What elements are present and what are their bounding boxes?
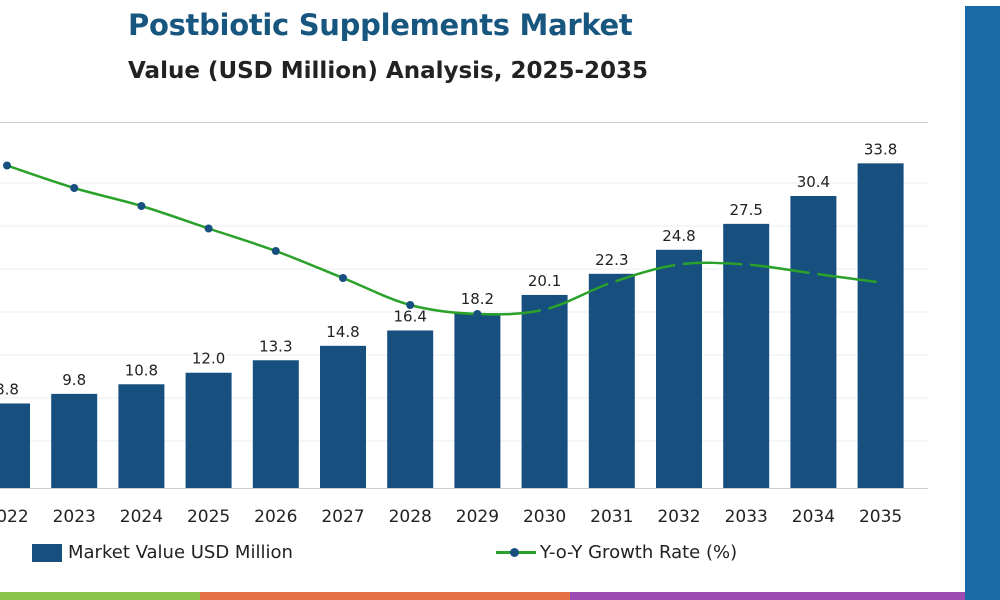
- footer-stripe-green: [0, 592, 200, 600]
- side-panel: [965, 6, 1000, 600]
- x-tick-label: 2024: [120, 507, 163, 527]
- bar-value-label: 10.8: [125, 361, 158, 379]
- legend-bar-swatch: [32, 543, 62, 562]
- growth-line-series: [3, 161, 885, 318]
- x-tick-label: 2027: [321, 507, 364, 527]
- bar-2030: [521, 294, 568, 488]
- bar-value-label: 33.8: [864, 140, 897, 158]
- growth-line: [6, 164, 881, 316]
- plot-top-border: [0, 122, 928, 123]
- bar-2032: [656, 249, 702, 488]
- bar-value-label: 22.3: [595, 251, 628, 269]
- bar-2035: [857, 163, 904, 488]
- bar-value-label: 9.8: [62, 371, 86, 389]
- chart-subtitle: Value (USD Million) Analysis, 2025-2035: [128, 58, 649, 84]
- bar-2028: [387, 330, 434, 488]
- bar-2031: [588, 273, 635, 488]
- chart-svg: 8.8 9.8 10.8 12.0 13.3 14.8 16.4 18.2 20.1 22.3 24…: [0, 140, 928, 527]
- growth-point-2027: [339, 274, 347, 282]
- bar-value-label: 27.5: [729, 201, 762, 219]
- growth-point-2033: [742, 260, 751, 269]
- x-tick-label: 2022: [0, 507, 29, 527]
- legend-bar-entry: Market Value USD Million: [32, 542, 293, 563]
- bar-2027: [320, 345, 366, 488]
- bar-2025: [185, 372, 232, 488]
- bar-value-label: 14.8: [326, 323, 359, 341]
- x-tick-label: 2026: [254, 507, 297, 527]
- x-axis-line: [0, 488, 928, 489]
- bar-2026: [252, 360, 299, 488]
- x-tick-label: 2033: [725, 507, 768, 527]
- bar-2034: [790, 196, 837, 488]
- x-tick-label: 2023: [53, 507, 96, 527]
- bar-value-labels: 8.8 9.8 10.8 12.0 13.3 14.8 16.4 18.2 20.1 22.3 24…: [0, 140, 897, 398]
- bar-value-label: 18.2: [461, 290, 494, 308]
- legend-line-label: Y-o-Y Growth Rate (%): [540, 542, 738, 563]
- chart-title: Postbiotic Supplements Market: [128, 8, 633, 42]
- legend-bar-label: Market Value USD Million: [68, 542, 293, 563]
- growth-point-2026: [271, 247, 280, 255]
- bar-value-label: 30.4: [797, 173, 830, 191]
- bar-value-label: 13.3: [259, 337, 292, 355]
- bar-value-label: 24.8: [662, 227, 695, 245]
- x-tick-label: 2034: [792, 507, 835, 527]
- footer-stripe-orange: [200, 592, 570, 600]
- bar-value-label: 12.0: [192, 350, 225, 368]
- footer-stripe-purple: [570, 592, 965, 600]
- bar-2029: [454, 313, 501, 488]
- growth-point-2022: [3, 161, 11, 170]
- growth-point-2029: [473, 310, 482, 318]
- x-tick-label: 2025: [187, 507, 230, 527]
- growth-point-2025: [204, 224, 213, 233]
- bar-value-label: 8.8: [0, 380, 19, 398]
- growth-point-2030: [540, 305, 549, 314]
- bar-series: [0, 163, 904, 488]
- x-tick-label: 2032: [657, 507, 700, 527]
- growth-point-2023: [70, 184, 79, 192]
- growth-point-2032: [675, 260, 683, 269]
- x-tick-label: 2028: [389, 507, 432, 527]
- growth-point-2024: [137, 202, 146, 210]
- legend-line-swatch: [496, 548, 536, 557]
- x-axis-ticks: 2022 2023 2024 2025 2026 2027 2028 2029 2030 2031…: [0, 507, 902, 527]
- bar-2023: [51, 393, 98, 488]
- growth-point-2031: [607, 278, 616, 287]
- growth-point-2035: [876, 278, 885, 287]
- x-tick-label: 2031: [590, 507, 633, 527]
- x-tick-label: 2030: [523, 507, 566, 527]
- legend-line-entry: Y-o-Y Growth Rate (%): [496, 542, 737, 563]
- bar-2024: [118, 384, 165, 488]
- growth-point-2028: [406, 301, 415, 309]
- bar-value-label: 16.4: [393, 307, 426, 325]
- bar-value-label: 20.1: [528, 272, 561, 290]
- bar-2022: [0, 403, 30, 488]
- growth-point-2034: [809, 269, 818, 278]
- x-tick-label: 2029: [456, 507, 499, 527]
- x-tick-label: 2035: [859, 507, 902, 527]
